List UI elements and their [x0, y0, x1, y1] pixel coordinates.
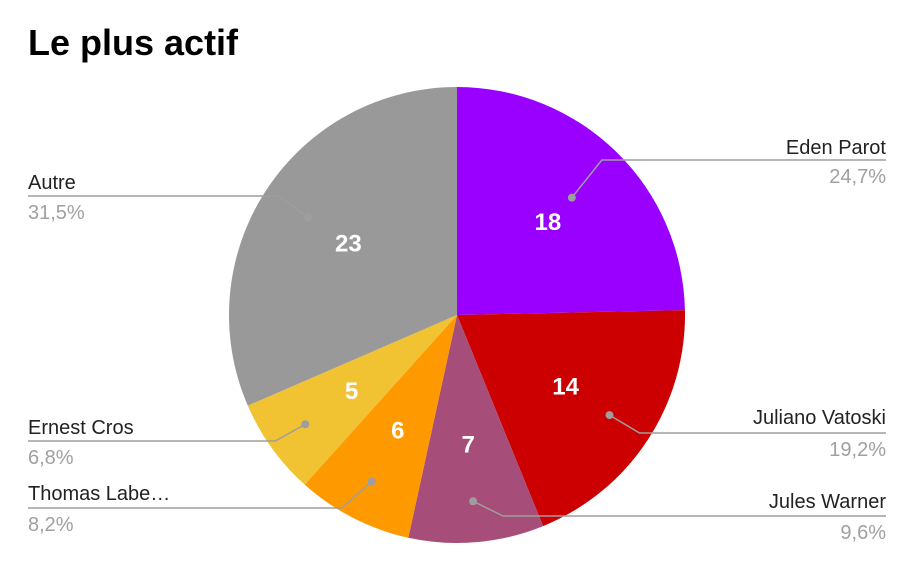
pie-slice-thomas-labe: [304, 315, 457, 538]
slice-percent-juliano-vatoski: 19,2%: [829, 439, 886, 461]
leader-line-eden-parot: [571, 159, 886, 199]
slice-label-autre: Autre: [28, 172, 76, 194]
slice-value-jules-warner: 7: [461, 431, 474, 458]
pie-slice-autre: [229, 87, 457, 406]
slice-percent-autre: 31,5%: [28, 202, 85, 224]
leader-line-autre: [28, 195, 309, 219]
slice-label-thomas-labe: Thomas Labe…: [28, 483, 170, 505]
leader-line-thomas-labe: [28, 480, 373, 509]
slice-percent-eden-parot: 24,7%: [829, 166, 886, 188]
slice-label-juliano-vatoski: Juliano Vatoski: [753, 407, 886, 429]
slice-percent-ernest-cros: 6,8%: [28, 447, 74, 469]
slice-value-juliano-vatoski: 14: [552, 373, 579, 400]
pie-slice-ernest-cros: [247, 315, 457, 485]
slice-value-eden-parot: 18: [535, 209, 562, 236]
slice-percent-jules-warner: 9,6%: [840, 522, 886, 544]
slice-label-jules-warner: Jules Warner: [769, 491, 886, 513]
leader-line-ernest-cros: [28, 423, 306, 442]
pie-slice-juliano-vatoski: [457, 310, 685, 527]
slice-value-ernest-cros: 5: [345, 378, 358, 405]
chart-title: Le plus actif: [28, 22, 239, 63]
slice-value-thomas-labe: 6: [391, 418, 404, 445]
slice-label-eden-parot: Eden Parot: [786, 137, 887, 159]
slice-label-ernest-cros: Ernest Cros: [28, 417, 134, 439]
slice-value-autre: 23: [335, 231, 362, 258]
leader-line-jules-warner: [472, 500, 886, 517]
leader-line-juliano-vatoski: [609, 414, 886, 434]
slice-percent-thomas-labe: 8,2%: [28, 514, 74, 536]
pie-slice-jules-warner: [408, 315, 544, 544]
